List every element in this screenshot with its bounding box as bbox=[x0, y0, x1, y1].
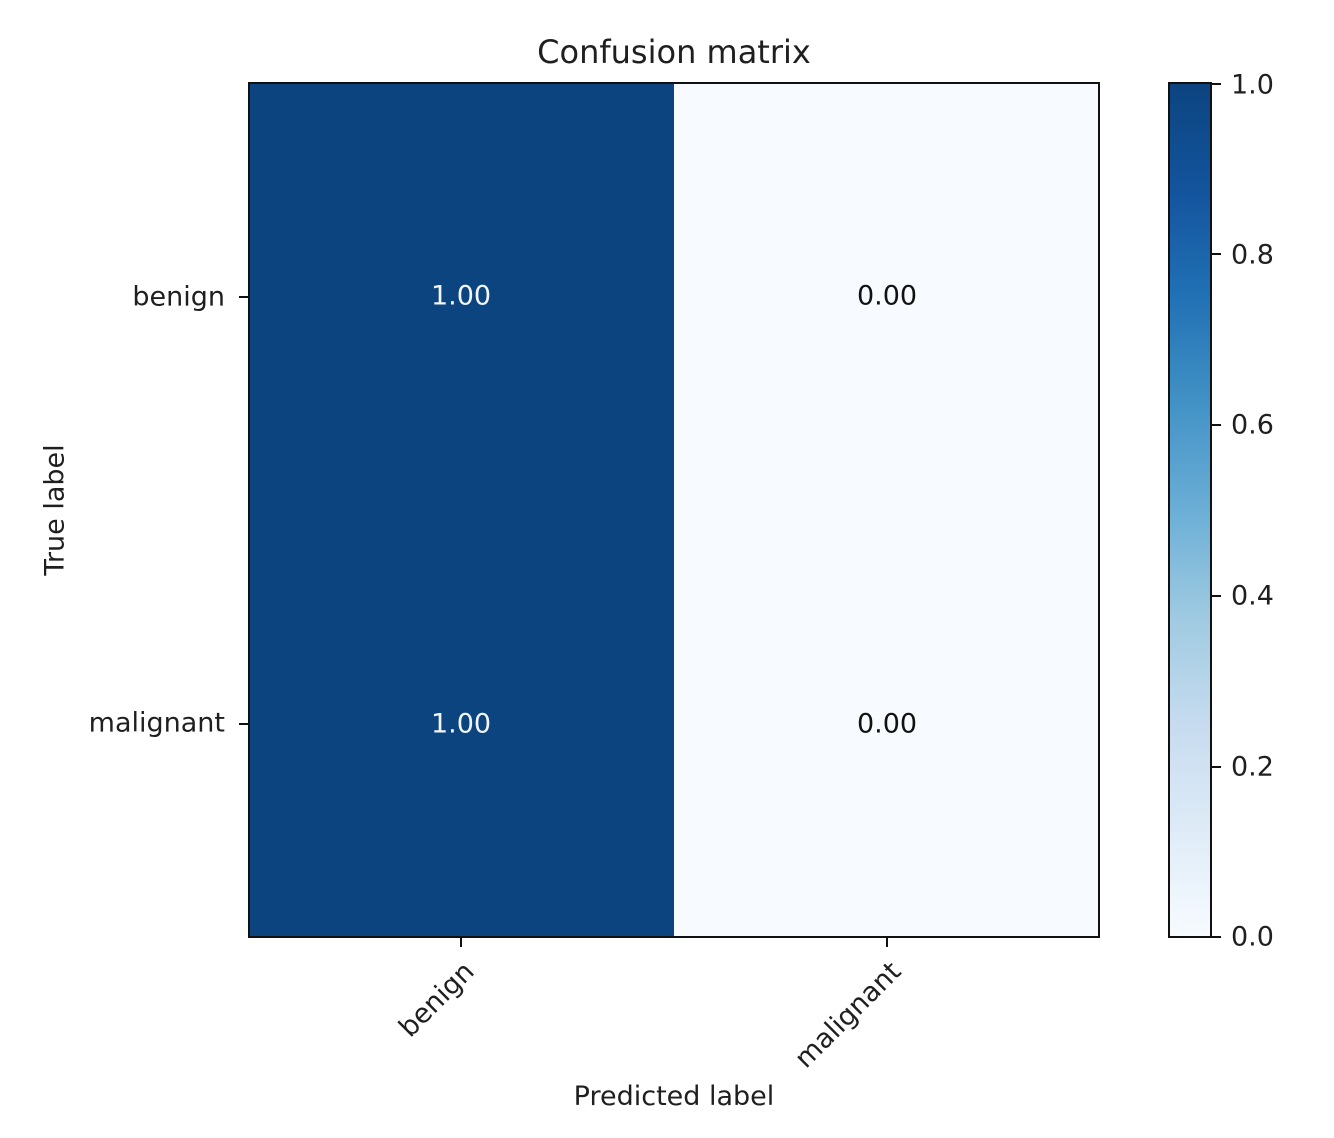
heatmap-plot-area bbox=[248, 82, 1100, 938]
cell-value-malignant-malignant: 0.00 bbox=[856, 708, 918, 740]
y-tick-label-benign: benign bbox=[132, 281, 225, 313]
colorbar-tick-label: 0.2 bbox=[1231, 751, 1274, 783]
colorbar-tick-mark bbox=[1212, 424, 1221, 426]
x-tick-label-benign: benign bbox=[393, 956, 481, 1044]
colorbar-tick-mark bbox=[1212, 83, 1221, 85]
colorbar-tick-label: 0.8 bbox=[1231, 239, 1274, 271]
colorbar-gradient bbox=[1168, 82, 1212, 938]
cell-value-malignant-benign: 1.00 bbox=[430, 708, 492, 740]
colorbar-tick-label: 0.6 bbox=[1231, 409, 1274, 441]
x-tick-mark bbox=[460, 938, 462, 947]
y-axis-label: True label bbox=[39, 444, 71, 576]
heatmap-cell-column-malignant bbox=[674, 84, 1098, 936]
colorbar-tick-mark bbox=[1212, 766, 1221, 768]
colorbar-tick-label: 1.0 bbox=[1231, 69, 1274, 101]
heatmap-cell-column-benign bbox=[250, 84, 674, 936]
cell-value-benign-benign: 1.00 bbox=[430, 280, 492, 312]
x-axis-label: Predicted label bbox=[573, 1081, 775, 1112]
colorbar-tick-label: 0.0 bbox=[1231, 921, 1274, 953]
colorbar-tick-mark bbox=[1212, 936, 1221, 938]
colorbar-tick-mark bbox=[1212, 595, 1221, 597]
x-tick-mark bbox=[886, 938, 888, 947]
y-tick-label-malignant: malignant bbox=[88, 707, 225, 739]
chart-title: Confusion matrix bbox=[537, 33, 811, 71]
colorbar-tick-label: 0.4 bbox=[1231, 580, 1274, 612]
x-tick-label-malignant: malignant bbox=[788, 956, 907, 1075]
cell-value-benign-malignant: 0.00 bbox=[856, 280, 918, 312]
colorbar-tick-mark bbox=[1212, 253, 1221, 255]
y-tick-mark bbox=[239, 296, 248, 298]
y-tick-mark bbox=[239, 723, 248, 725]
